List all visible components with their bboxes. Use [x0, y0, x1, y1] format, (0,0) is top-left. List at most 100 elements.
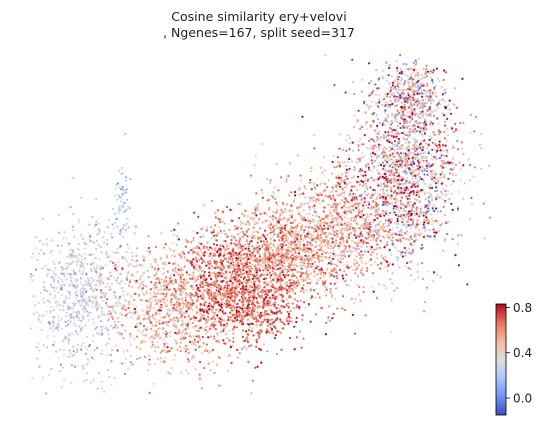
scatter-point: [231, 254, 235, 257]
scatter-point: [67, 319, 70, 322]
scatter-point: [332, 229, 335, 232]
scatter-point: [322, 272, 325, 275]
scatter-point: [225, 290, 228, 293]
scatter-point: [307, 254, 310, 258]
scatter-point: [163, 316, 166, 319]
scatter-point: [263, 298, 266, 301]
scatter-point: [199, 360, 202, 364]
scatter-point: [268, 255, 271, 258]
scatter-point: [356, 223, 359, 226]
scatter-point: [86, 277, 90, 280]
scatter-point: [210, 277, 213, 281]
scatter-point: [72, 251, 75, 254]
scatter-point: [220, 268, 223, 272]
scatter-point: [441, 192, 444, 195]
scatter-point: [323, 244, 327, 247]
scatter-point: [271, 272, 274, 275]
scatter-point: [186, 259, 189, 262]
scatter-point: [206, 260, 209, 263]
scatter-point: [385, 287, 388, 290]
scatter-point: [255, 243, 258, 246]
scatter-point: [247, 281, 250, 284]
scatter-point: [31, 252, 34, 255]
scatter-point: [357, 202, 360, 205]
scatter-point: [90, 356, 94, 359]
scatter-point: [51, 325, 55, 328]
scatter-point: [126, 260, 129, 263]
scatter-point: [188, 348, 191, 351]
scatter-point: [66, 266, 69, 269]
scatter-point: [184, 245, 187, 248]
scatter-point: [250, 344, 253, 347]
scatter-point: [225, 325, 228, 328]
scatter-point: [214, 272, 217, 275]
scatter-point: [337, 220, 340, 223]
scatter-point: [174, 292, 177, 295]
scatter-point: [99, 325, 103, 328]
scatter-point: [309, 178, 312, 182]
scatter-point: [158, 337, 161, 340]
scatter-point: [135, 279, 138, 282]
scatter-point: [245, 282, 248, 285]
scatter-point: [59, 348, 62, 351]
scatter-point: [425, 147, 428, 150]
scatter-point: [185, 348, 188, 351]
scatter-point: [57, 213, 60, 216]
scatter-point: [82, 299, 85, 302]
scatter-point: [59, 363, 63, 366]
scatter-point: [191, 275, 194, 278]
scatter-point: [184, 238, 187, 241]
scatter-point: [223, 240, 226, 243]
scatter-point: [169, 313, 172, 316]
scatter-point: [248, 267, 251, 271]
scatter-point: [126, 274, 129, 277]
scatter-point: [129, 343, 132, 346]
scatter-point: [301, 314, 304, 317]
scatter-point: [451, 162, 454, 165]
scatter-point: [351, 227, 355, 230]
scatter-point: [237, 267, 240, 270]
scatter-point: [210, 237, 213, 240]
scatter-point: [129, 336, 132, 339]
scatter-point: [286, 252, 289, 255]
scatter-point: [302, 231, 305, 234]
scatter-point: [348, 210, 351, 213]
scatter-point: [248, 326, 251, 329]
scatter-point: [212, 315, 215, 318]
scatter-point: [358, 264, 361, 267]
scatter-point: [110, 283, 113, 286]
scatter-point: [281, 201, 285, 204]
scatter-point: [96, 346, 99, 350]
scatter-point: [342, 232, 345, 235]
scatter-point: [62, 272, 65, 275]
scatter-point: [114, 187, 118, 190]
scatter-point: [103, 241, 106, 244]
scatter-point: [333, 282, 336, 285]
scatter-point: [198, 377, 201, 380]
scatter-point: [148, 298, 151, 301]
scatter-point: [82, 367, 85, 370]
scatter-point: [260, 236, 263, 239]
scatter-point: [229, 296, 232, 300]
scatter-point: [246, 261, 249, 264]
scatter-point: [183, 252, 186, 255]
scatter-point: [263, 291, 266, 294]
scatter-point: [283, 261, 286, 265]
scatter-point: [114, 263, 117, 266]
scatter-point: [149, 292, 152, 295]
scatter-point: [258, 294, 261, 297]
scatter-point: [213, 234, 216, 237]
scatter-point: [180, 323, 183, 327]
scatter-point: [343, 244, 346, 247]
scatter-point: [309, 222, 312, 225]
scatter-point: [210, 305, 213, 308]
scatter-point: [176, 235, 179, 238]
scatter-point: [183, 311, 186, 314]
scatter-point: [195, 306, 198, 309]
scatter-point: [259, 316, 262, 319]
scatter-point: [310, 167, 313, 170]
scatter-point: [321, 200, 324, 203]
scatter-point: [346, 261, 349, 264]
scatter-point: [136, 357, 139, 360]
scatter-point: [116, 317, 119, 320]
